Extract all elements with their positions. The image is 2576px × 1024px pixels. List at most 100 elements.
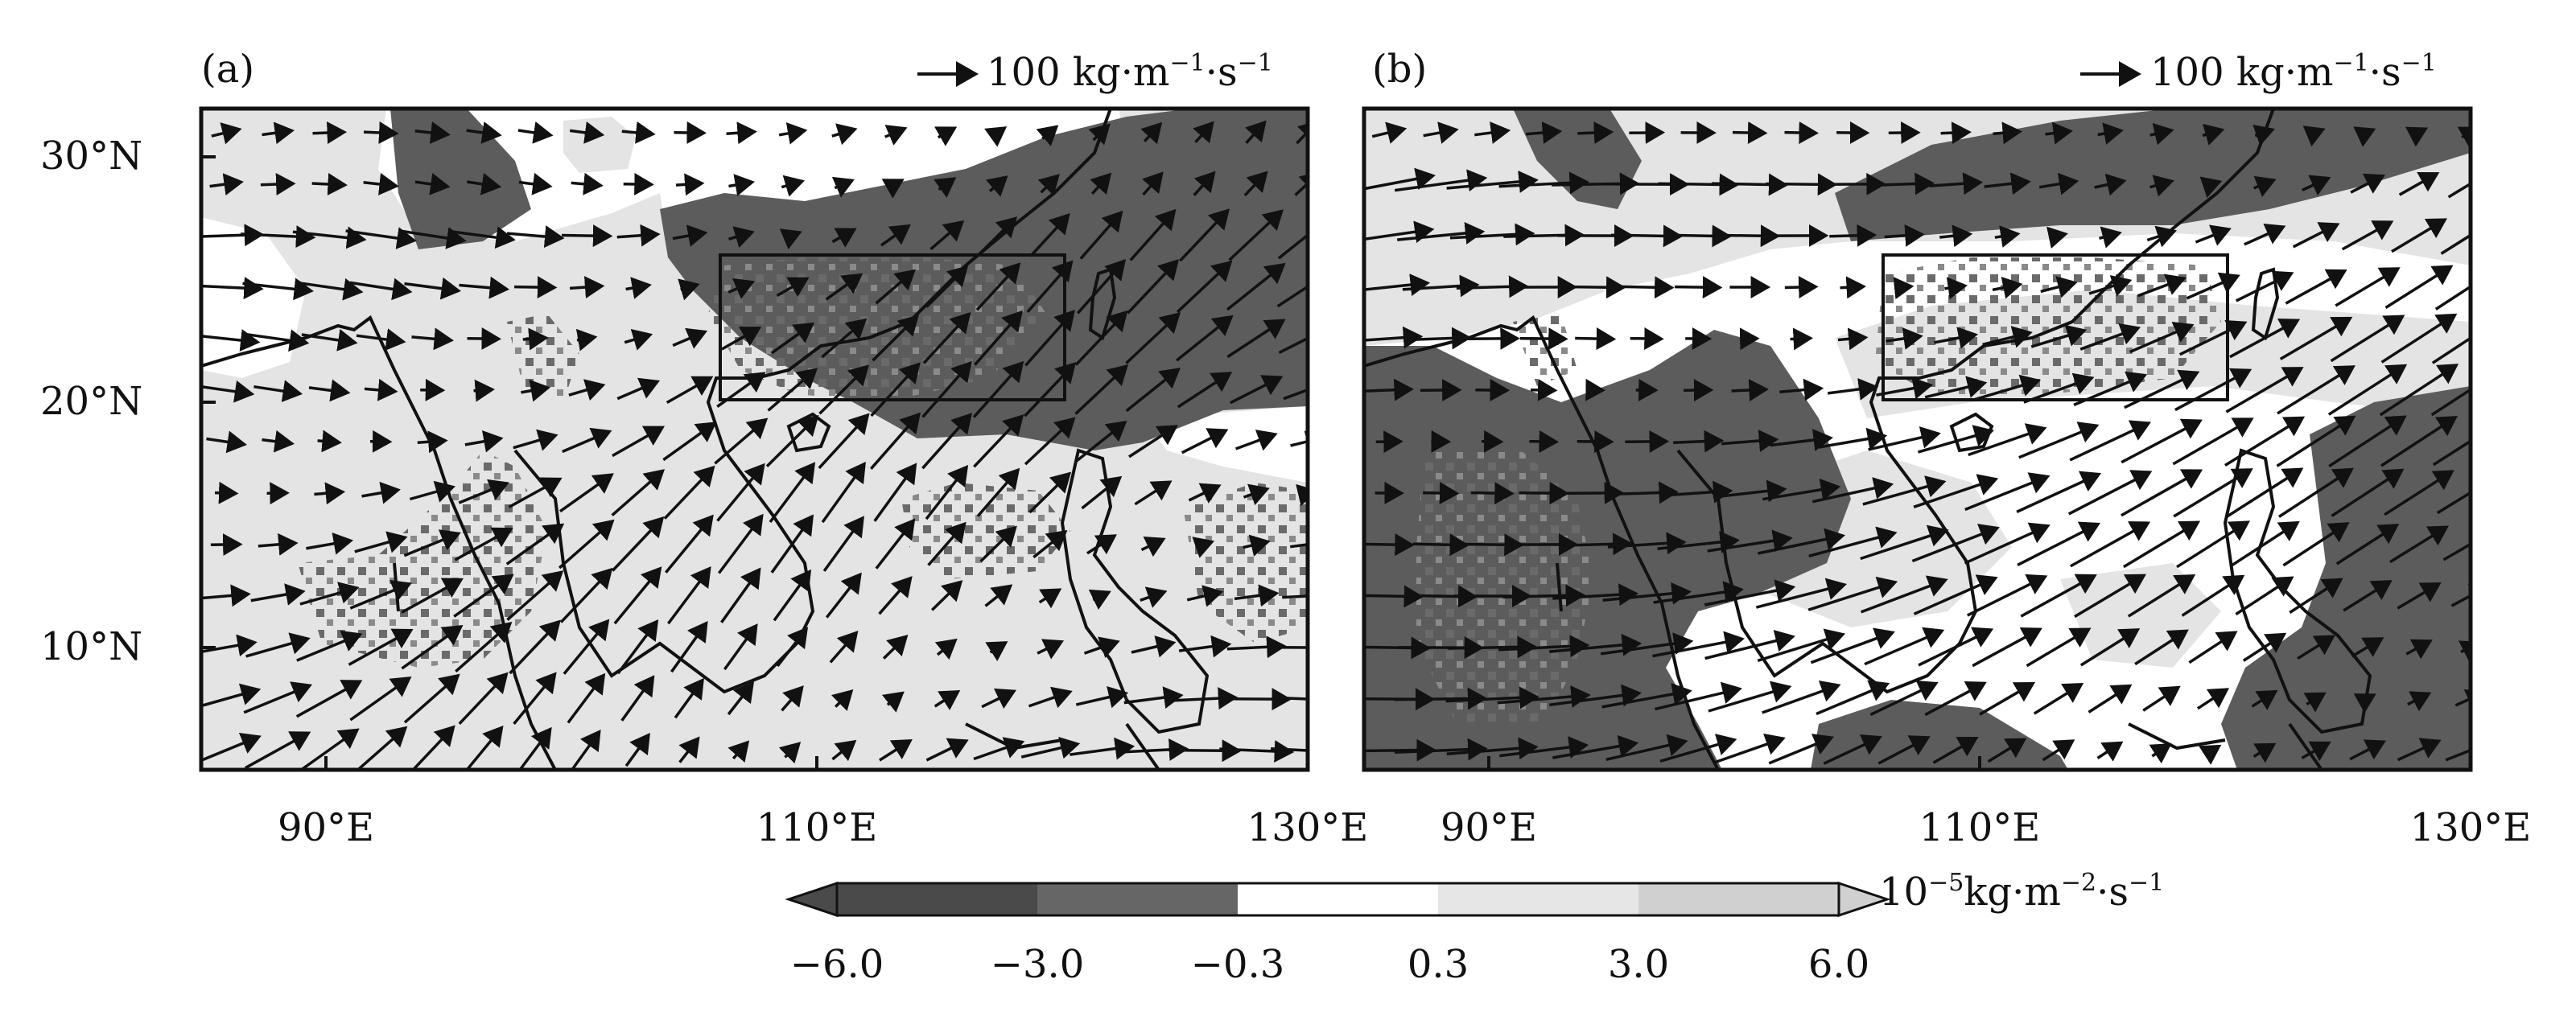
wind-vector [2229, 318, 2301, 359]
wind-vector [776, 277, 810, 298]
wind-vector [1602, 582, 1692, 605]
wind-vector [562, 427, 612, 454]
wind-vector [1862, 475, 1947, 506]
wind-vector [306, 533, 354, 555]
wind-vector [250, 583, 306, 606]
wind-vector [1243, 483, 1270, 506]
wind-vector [417, 430, 448, 454]
wind-vector [1020, 737, 1081, 759]
wind-vector [925, 265, 969, 308]
wind-vector [979, 216, 1018, 254]
wind-vector [571, 172, 604, 195]
wind-vector [1186, 585, 1224, 607]
wind-vector [295, 680, 363, 718]
wind-vector [202, 584, 251, 607]
wind-vector [452, 226, 516, 249]
wind-vector [1243, 171, 1268, 197]
wind-vector [403, 529, 461, 557]
wind-vector [568, 379, 606, 401]
wind-vector [675, 173, 705, 196]
wind-vector [514, 276, 558, 299]
wind-vector [2069, 420, 2151, 462]
panel-a-scale-label: 100 kg·m−1·s−1 [987, 49, 1273, 95]
wind-vector [1125, 312, 1181, 364]
wind-vector [1993, 121, 2022, 145]
wind-vector [458, 672, 509, 726]
wind-vector [717, 513, 764, 574]
wind-vector [1615, 481, 1679, 504]
wind-vector [401, 578, 464, 614]
wind-vector [2276, 415, 2356, 467]
wind-vector [508, 477, 563, 508]
wind-vector [201, 683, 262, 708]
wind-vector [244, 731, 311, 770]
wind-vector [625, 277, 652, 299]
wind-vector [242, 278, 314, 301]
wind-vector [1086, 534, 1117, 555]
wind-vector [727, 278, 756, 299]
wind-vector [464, 725, 504, 770]
wind-vector [453, 574, 514, 618]
wind-vector [301, 329, 358, 352]
wind-vector [454, 527, 513, 561]
wind-vector [624, 732, 650, 767]
wind-vector [1037, 174, 1060, 196]
wind-vector [921, 413, 972, 470]
wind-vector [363, 173, 399, 195]
wind-vector [2040, 276, 2078, 298]
wind-vector [1673, 430, 1725, 453]
panel-b-map [1364, 109, 2471, 770]
wind-vector [934, 638, 958, 660]
wind-vector [781, 685, 804, 712]
wind-vector [2297, 635, 2335, 660]
wind-vector [246, 329, 310, 352]
wind-vector [2017, 521, 2101, 566]
wind-vector [678, 736, 700, 763]
wind-vector [1028, 686, 1073, 709]
wind-vector [1234, 430, 1278, 451]
wind-vector [825, 273, 863, 301]
wind-vector [2030, 324, 2088, 348]
wind-vector [773, 569, 812, 622]
wind-vector [262, 430, 295, 453]
wind-vector [2016, 471, 2102, 513]
wind-vector [984, 126, 1008, 147]
wind-vector [613, 566, 662, 625]
wind-vector [403, 673, 460, 724]
wind-vector [1394, 169, 1488, 192]
colorbar-segment [1638, 883, 1839, 915]
wind-vector [563, 619, 610, 675]
wind-vector [2327, 364, 2408, 416]
panel-a: (a) 100 kg·m−1·s−1 [199, 47, 1310, 772]
wind-vector [623, 172, 654, 195]
wind-vector [822, 516, 864, 572]
lon-tick-a-110: 110°E [756, 805, 878, 850]
wind-vector [505, 523, 565, 565]
wind-vector [2328, 415, 2407, 468]
wind-vector [2253, 175, 2277, 197]
wind-vector [1243, 534, 1271, 557]
wind-vector [1864, 627, 1945, 666]
wind-vector [2252, 124, 2276, 146]
wind-vector [2301, 741, 2331, 762]
wind-vector [1893, 277, 1914, 300]
wind-vector [927, 521, 967, 566]
wind-vector [1470, 482, 1515, 505]
wind-vector [624, 328, 653, 351]
wind-vector [2046, 226, 2068, 249]
panel-b-stipple-2 [1416, 450, 1593, 724]
wind-vector [1445, 686, 1539, 709]
wind-vector [206, 430, 247, 454]
wind-vector [921, 360, 972, 418]
wind-vector [2149, 123, 2174, 146]
wind-vector [2088, 275, 2133, 297]
wind-vector [363, 121, 399, 144]
wind-vector [409, 480, 455, 503]
wind-vector [1944, 277, 1968, 300]
wind-vector [1076, 421, 1127, 463]
wind-vector [1918, 627, 1994, 667]
wind-vector [2405, 639, 2433, 660]
panel-b-scale-arrow: 100 kg·m−1·s−1 [2080, 49, 2437, 95]
wind-vector [1128, 425, 1178, 459]
wind-vector [880, 224, 911, 247]
